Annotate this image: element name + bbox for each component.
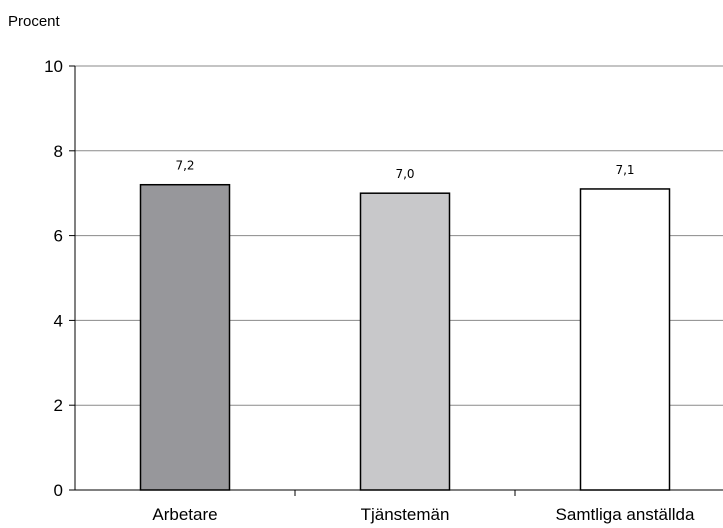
bar — [359, 192, 451, 491]
y-tick-label: 0 — [54, 481, 63, 500]
bar — [579, 188, 671, 491]
labels: 0 2 4 6 8 10 7,2 Arbetare 7,0 Tjänstemän 7,1 Samtli… — [44, 57, 695, 524]
y-tick-label: 8 — [54, 142, 63, 161]
category-label: Arbetare — [152, 505, 217, 524]
y-axis-label: Procent — [8, 13, 61, 30]
bar — [139, 183, 231, 491]
data-label: 7,0 — [395, 167, 414, 181]
category-label: Samtliga anställda — [556, 505, 695, 524]
y-tick-label: 6 — [54, 227, 63, 246]
y-tick-label: 4 — [54, 311, 63, 330]
y-tick-label: 2 — [54, 396, 63, 415]
data-label: 7,2 — [175, 159, 194, 173]
axes — [69, 65, 723, 496]
data-label: 7,1 — [615, 163, 634, 177]
y-tick-label: 10 — [44, 57, 63, 76]
category-label: Tjänstemän — [361, 505, 450, 524]
bars — [139, 183, 671, 491]
